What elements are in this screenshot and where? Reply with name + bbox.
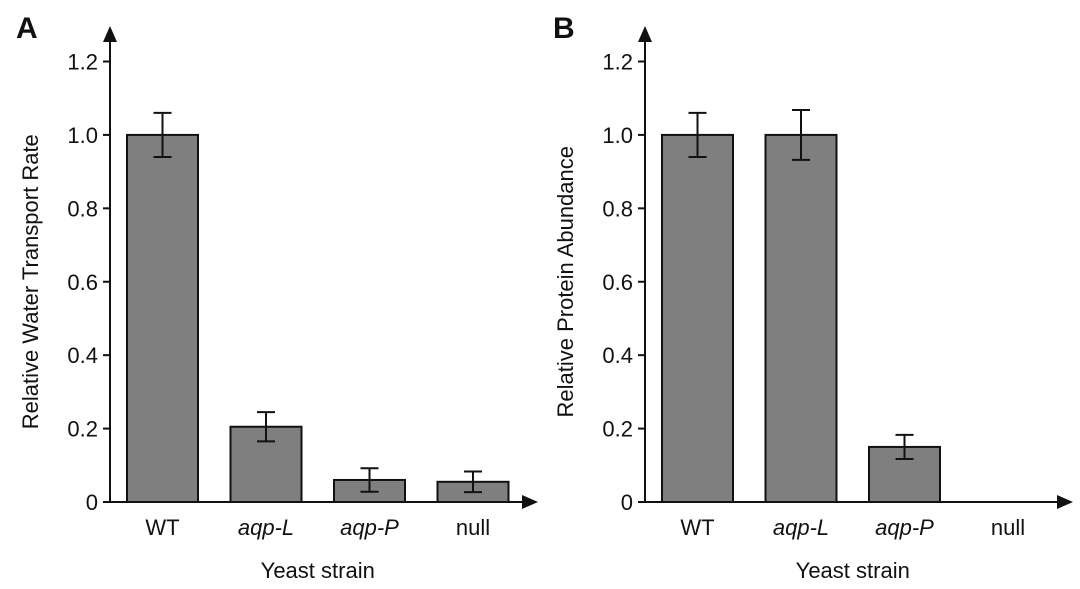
x-category-label: null [456,515,490,540]
panel-b-chart: B 0 0.2 0.4 0.6 0.8 1.0 1.2 WT aqp-L aqp-P null Yeas… [553,12,1073,583]
y-axis-title: Relative Water Transport Rate [18,134,43,429]
x-axis-arrow [1057,495,1073,509]
panel-letter: B [553,12,575,45]
bar-wt [126,133,199,504]
y-tick-label: 0 [621,490,633,515]
y-tick-label: 0.2 [67,417,98,442]
y-tick-label: 0.2 [602,417,633,442]
x-axis-arrow [522,495,538,509]
y-tick-label: 1.0 [602,123,633,148]
y-axis-title: Relative Protein Abundance [553,146,578,418]
x-category-label: aqp-L [238,515,294,540]
x-category-label: WT [145,515,179,540]
y-tick-label: 1.0 [67,123,98,148]
bar-aqp-p [868,445,941,503]
y-tick-label: 1.2 [602,50,633,75]
y-axis-arrow [103,26,117,42]
bar-aqp-l [764,133,838,504]
bar-wt [661,133,734,504]
y-axis-arrow [638,26,652,42]
y-tick-label: 0 [86,490,98,515]
x-category-label: aqp-P [340,515,399,540]
y-tick-label: 0.6 [67,270,98,295]
y-tick-label: 0.4 [67,343,98,368]
x-category-label: null [991,515,1025,540]
x-category-label: aqp-L [773,515,829,540]
x-category-label: WT [680,515,714,540]
panel-letter: A [16,12,38,45]
x-category-label: aqp-P [875,515,934,540]
panel-a-chart: A 0 0.2 0.4 0.6 0.8 1.0 1.2 WT aqp-L aqp-P null Yeas… [16,12,538,583]
x-axis-title: Yeast strain [261,558,375,583]
y-tick-label: 0.4 [602,343,633,368]
y-tick-label: 1.2 [67,50,98,75]
y-tick-label: 0.8 [67,196,98,221]
y-tick-label: 0.6 [602,270,633,295]
y-tick-label: 0.8 [602,196,633,221]
x-axis-title: Yeast strain [796,558,910,583]
